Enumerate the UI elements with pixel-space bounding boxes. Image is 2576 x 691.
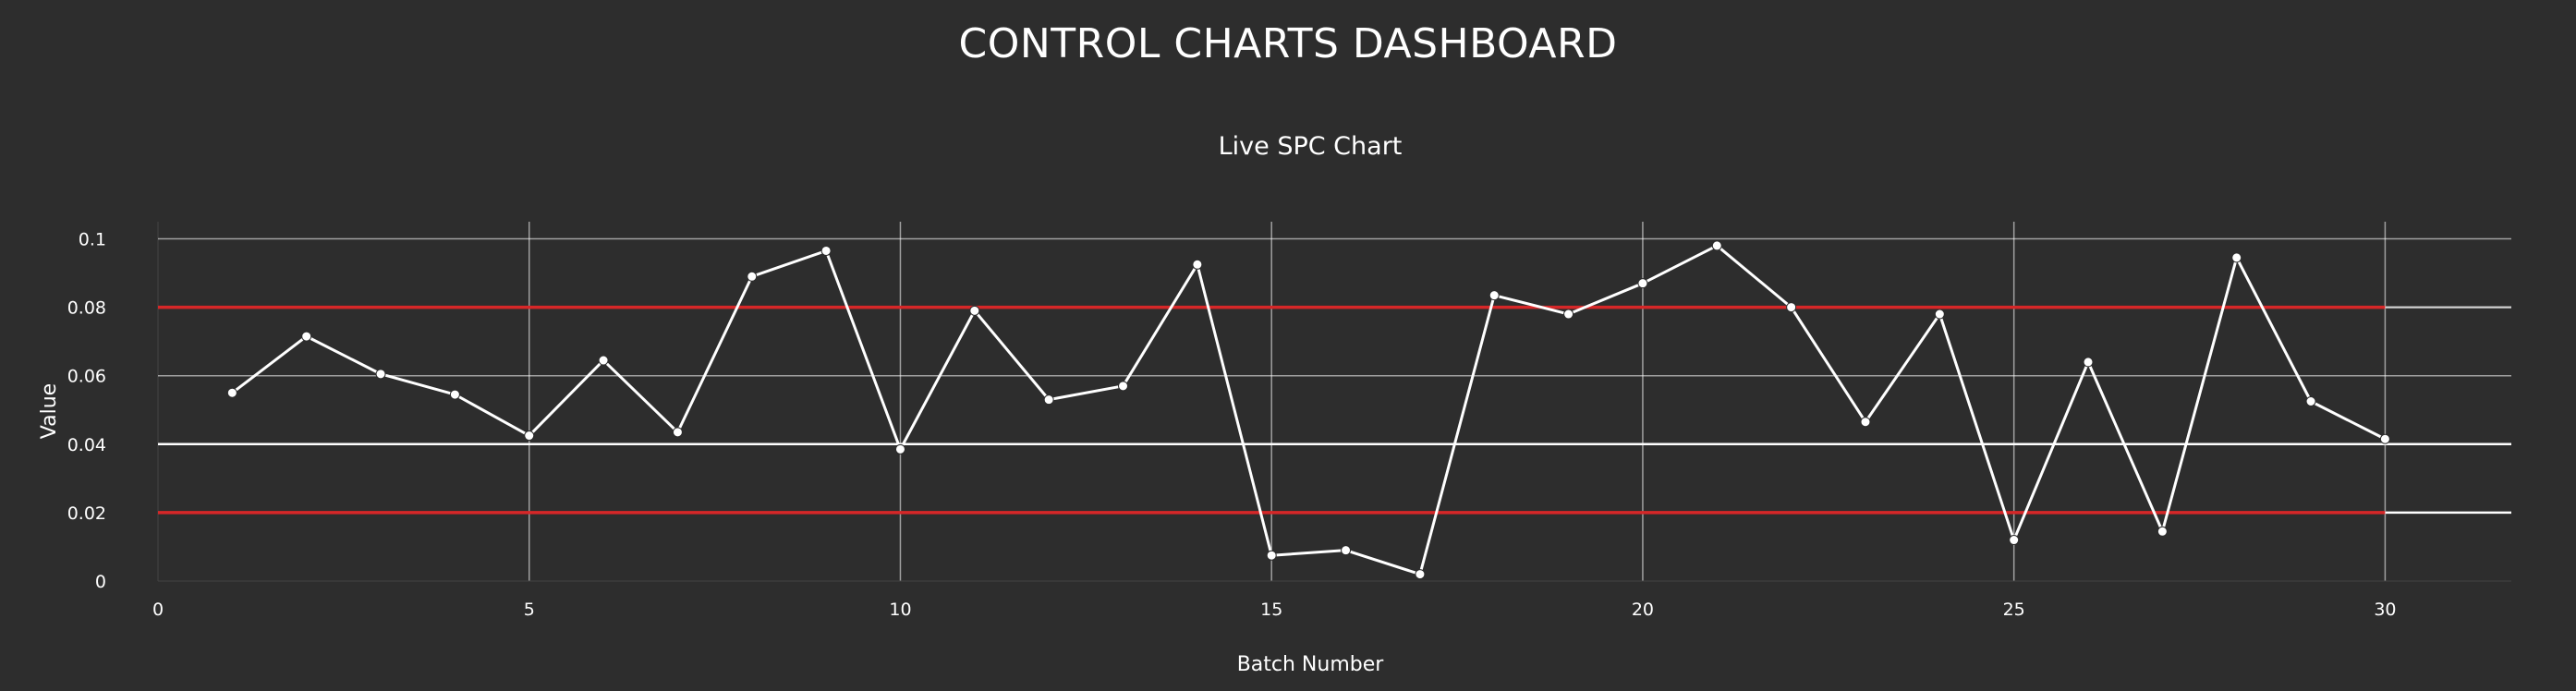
data-point xyxy=(672,427,683,438)
data-point xyxy=(2305,396,2316,406)
data-point xyxy=(1488,290,1500,301)
data-point xyxy=(1415,569,1426,580)
data-point xyxy=(2231,252,2242,263)
x-tick-label: 10 xyxy=(889,600,911,620)
y-tick-label: 0.08 xyxy=(67,298,106,319)
series-layer xyxy=(226,240,2390,580)
data-point xyxy=(375,369,386,380)
y-tick-label: 0.1 xyxy=(79,230,106,250)
data-point xyxy=(2009,535,2020,546)
y-tick-label: 0.06 xyxy=(67,367,106,387)
grid-layer xyxy=(157,222,2511,582)
data-point xyxy=(1192,259,1203,270)
y-axis-title: Value xyxy=(38,383,61,439)
data-point xyxy=(449,389,460,400)
data-point xyxy=(1563,309,1574,320)
x-tick-label: 15 xyxy=(1260,600,1282,620)
data-point xyxy=(969,305,980,316)
data-point xyxy=(1637,278,1648,289)
data-point xyxy=(598,355,609,366)
y-tick-label: 0.02 xyxy=(67,503,106,524)
data-point xyxy=(1934,309,1945,320)
data-point xyxy=(1341,545,1352,556)
x-axis-title: Batch Number xyxy=(1237,653,1385,676)
series-line xyxy=(231,244,2387,576)
data-point xyxy=(1043,394,1054,406)
y-tick-label: 0.04 xyxy=(67,435,106,455)
data-point xyxy=(820,245,832,256)
data-point xyxy=(2379,433,2390,444)
data-point xyxy=(2157,526,2168,537)
data-point xyxy=(524,430,535,442)
y-tick-label: 0 xyxy=(95,572,106,592)
x-tick-label: 5 xyxy=(524,600,535,620)
data-point xyxy=(1711,240,1722,251)
dashboard-title: CONTROL CHARTS DASHBOARD xyxy=(958,20,1618,67)
data-point xyxy=(747,271,758,282)
data-point xyxy=(301,331,312,342)
data-point xyxy=(1786,302,1797,313)
x-tick-label: 30 xyxy=(2374,600,2396,620)
x-tick-label: 0 xyxy=(152,600,164,620)
data-point xyxy=(894,443,905,455)
x-tick-label: 25 xyxy=(2003,600,2025,620)
data-point xyxy=(1118,381,1129,392)
data-point xyxy=(1860,417,1871,428)
data-point xyxy=(1266,550,1277,561)
control-limits-layer xyxy=(158,305,2511,515)
tick-labels-layer: 0 5 10 15 20 25 30 0 0.02 0.04 0.06 0.08 0.1 xyxy=(67,230,2397,620)
x-tick-label: 20 xyxy=(1632,600,1654,620)
data-point xyxy=(2083,357,2094,368)
chart-title: Live SPC Chart xyxy=(1219,132,1403,161)
data-point xyxy=(226,387,237,398)
